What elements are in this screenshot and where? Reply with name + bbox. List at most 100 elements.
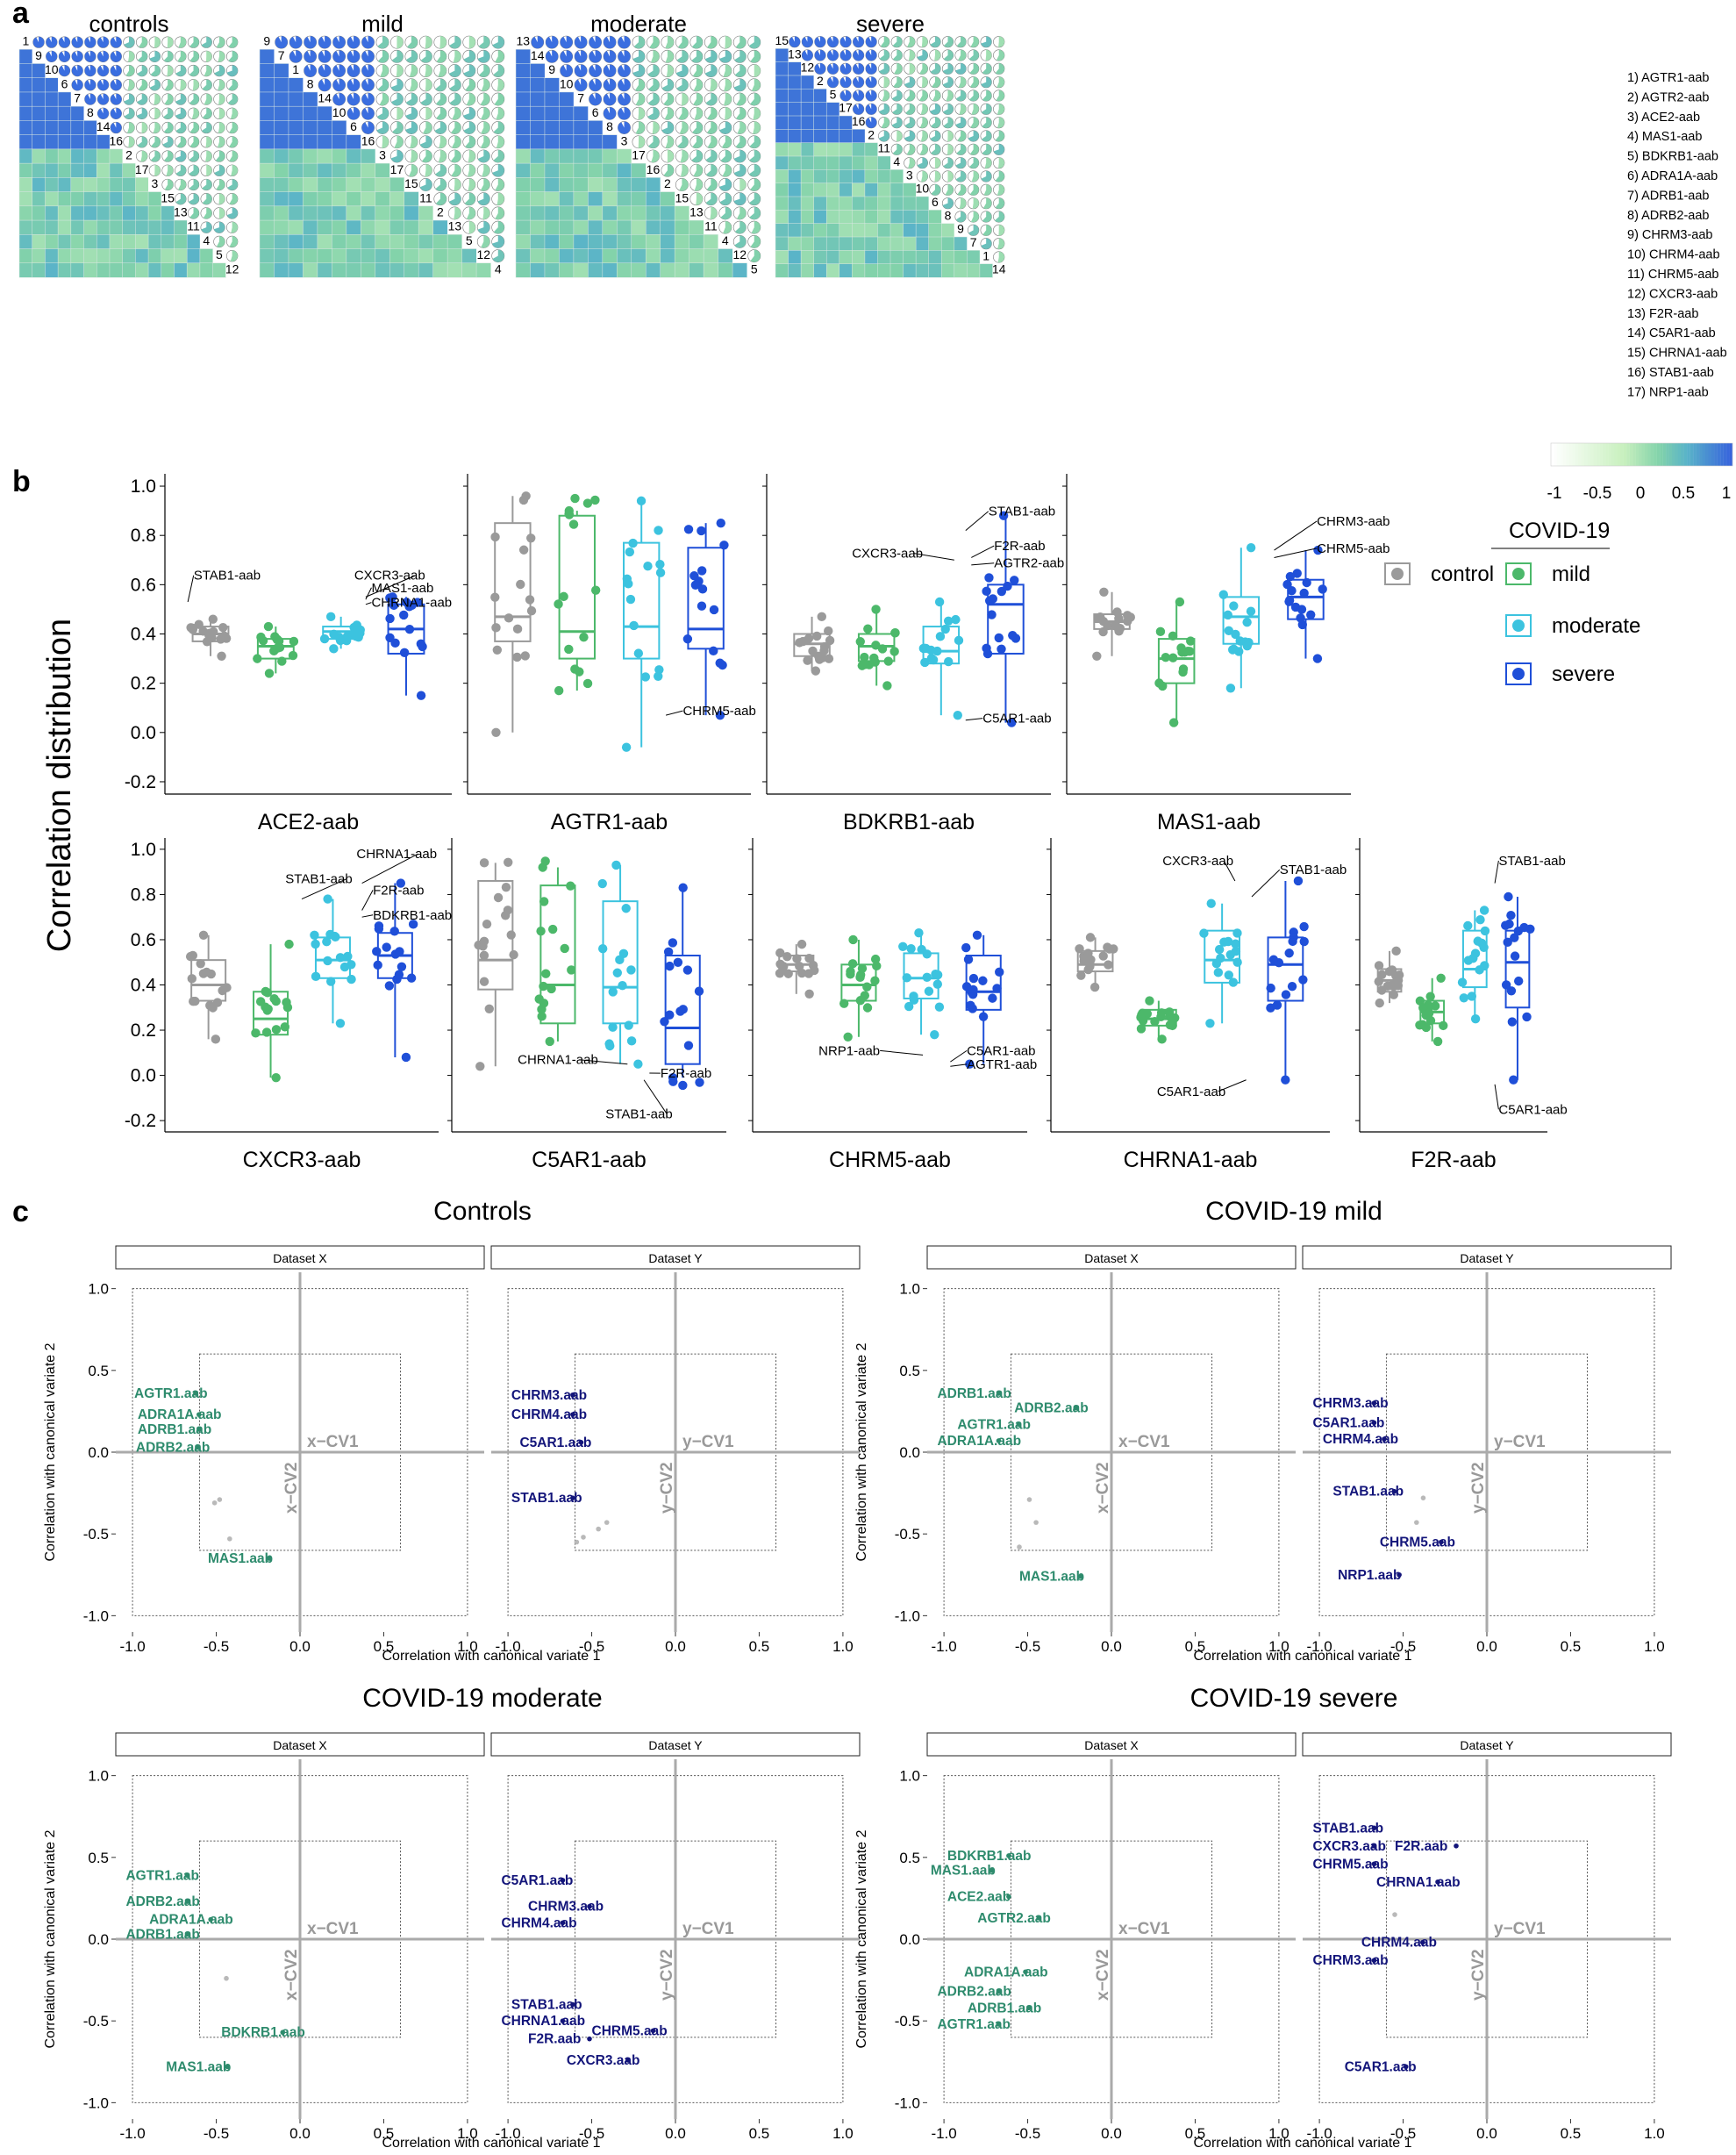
correlation-pie-slice (930, 104, 941, 115)
correlation-cell (83, 134, 97, 150)
correlation-pie-slice (377, 78, 389, 91)
correlation-pie-slice (955, 117, 967, 128)
data-point (625, 547, 635, 557)
x-tick-label: -0.5 (204, 1638, 229, 1655)
correlation-pie-slice (379, 92, 389, 106)
colorbar-swatch (1632, 443, 1636, 466)
correlation-cell (544, 148, 560, 164)
correlation-cell (18, 105, 33, 121)
cca-point-label: CHRNA1.aab (1376, 1875, 1461, 1890)
correlation-pie-slice (943, 36, 954, 47)
autoantibody-legend-item: 6) ADRA1A-aab (1627, 169, 1718, 183)
correlation-cell (135, 262, 149, 278)
data-point (479, 936, 489, 947)
correlation-cell (877, 169, 891, 184)
diagonal-cell (852, 116, 865, 130)
correlation-cell (588, 134, 604, 150)
correlation-pie-slice (693, 164, 704, 177)
annotation-label: F2R-aab (994, 539, 1045, 554)
correlation-pie-slice (750, 249, 761, 262)
data-point (604, 1039, 614, 1049)
correlation-pie-slice (218, 207, 225, 219)
data-point (934, 597, 945, 607)
legend-label: mild (1552, 562, 1590, 586)
correlation-pie-slice (175, 65, 187, 76)
panel-b-boxplots: Correlation distribution 1.00.80.60.40.2… (41, 474, 1640, 1172)
correlation-cell (928, 250, 942, 265)
diagonal-cell (375, 148, 390, 164)
correlation-cell (852, 210, 866, 225)
correlation-pie-slice (150, 65, 161, 76)
data-point (1430, 1001, 1440, 1011)
data-point (804, 989, 814, 999)
data-point (1296, 613, 1305, 623)
data-point (396, 962, 407, 971)
correlation-pie-slice (704, 64, 718, 77)
correlation-cell (800, 169, 815, 184)
cv1-axis-label: y−CV1 (682, 1920, 734, 1938)
data-point (1266, 1003, 1275, 1013)
data-point (1504, 891, 1513, 902)
correlation-pie-slice (495, 178, 504, 191)
data-point (282, 998, 291, 1007)
correlation-pie-slice (956, 36, 967, 47)
cca-point-label: C5AR1.aab (1345, 2059, 1417, 2074)
facet-strip-label: Dataset Y (1460, 1738, 1514, 1752)
data-point (341, 635, 352, 646)
correlation-cell (530, 148, 546, 164)
correlation-cell (940, 250, 955, 265)
colorbar-swatch (1611, 443, 1615, 466)
correlation-pie-slice (647, 92, 660, 106)
diagonal-label: 9 (263, 34, 270, 48)
correlation-pie-slice (482, 206, 490, 220)
data-point (1145, 996, 1154, 1006)
correlation-cell (83, 262, 97, 278)
correlation-pie-slice (879, 49, 889, 61)
correlation-pie-slice (736, 107, 747, 120)
correlation-pie-slice (492, 36, 504, 49)
correlation-cell (775, 48, 789, 63)
correlation-cell (404, 234, 419, 250)
colorbar-swatch (1572, 443, 1575, 466)
correlation-pie-slice (137, 93, 148, 105)
correlation-cell (317, 148, 332, 164)
correlation-cell (617, 219, 632, 235)
data-point (1083, 964, 1093, 975)
data-point (559, 591, 568, 602)
correlation-pie-slice (218, 193, 225, 205)
diagonal-label: 12 (801, 61, 815, 75)
cca-point-label: ADRB1.aab (937, 1386, 1011, 1401)
correlation-pie-slice (680, 149, 689, 163)
data-point (520, 651, 530, 661)
correlation-pie-slice (904, 117, 916, 128)
correlation-pie-slice (449, 92, 461, 106)
diagonal-label: 7 (74, 91, 81, 105)
correlation-cell (631, 191, 647, 207)
correlation-pie-slice (618, 36, 631, 49)
correlation-pie-slice (46, 51, 58, 62)
correlation-cell (788, 61, 802, 76)
cca-point-label: ADRB2.aab (136, 1440, 210, 1455)
legend-label: severe (1552, 662, 1615, 686)
colorbar-tick-label: 0.5 (1672, 484, 1695, 503)
diagonal-cell (801, 61, 814, 75)
x-tick-label: 0.0 (289, 2125, 311, 2142)
annotation-leader (880, 1049, 924, 1056)
diagonal-cell (813, 75, 827, 89)
diagonal-label: 16 (647, 162, 661, 176)
correlation-pie-slice (603, 107, 617, 120)
correlation-cell (544, 177, 560, 193)
correlation-pie-slice (422, 149, 432, 163)
correlation-cell (375, 234, 390, 250)
annotation-leader (361, 890, 374, 911)
diagonal-label: 17 (632, 148, 646, 162)
diagonal-cell (646, 163, 661, 178)
annotation-leader (971, 562, 995, 566)
correlation-pie-slice (140, 150, 148, 162)
legend-key-point (1512, 568, 1525, 580)
diagonal-label: 15 (675, 190, 689, 204)
cca-point-label: F2R.aab (1395, 1839, 1447, 1854)
correlation-cell (174, 262, 188, 278)
facet-strip-label: Dataset Y (1460, 1251, 1514, 1265)
